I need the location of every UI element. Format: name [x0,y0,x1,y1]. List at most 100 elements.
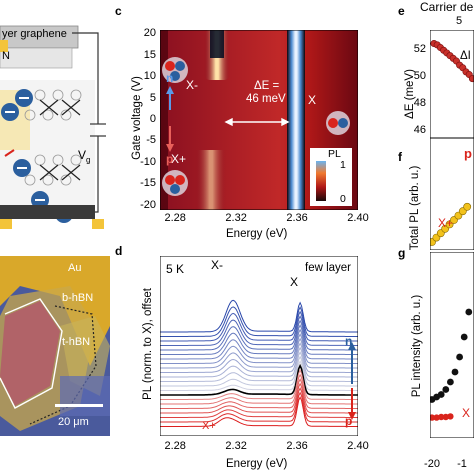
gate-circuit [72,32,106,213]
xplus-band [196,150,226,210]
xminus-dark [210,30,224,58]
panel-g-xplus-point [447,413,454,420]
panel-g-x-tick-0: -20 [424,458,440,470]
thbn-outline [29,305,97,425]
panel-c-y-tick-7: -15 [140,177,156,190]
panel-c-y-tick-0: 20 [143,27,156,40]
xplus-trion-icon [162,170,188,196]
device-schematic [0,0,110,240]
panel-g-x-point [447,378,454,386]
graphene-label: yer graphene [2,28,67,40]
panel-letter-c: c [115,4,122,18]
panel-e-y-tick-1: 50 [413,70,426,83]
panel-d-x-tick-1: 2.32 [225,440,247,452]
colorbar-gradient [316,161,326,201]
panel-c-xlabel: Energy (eV) [226,228,288,240]
panel-f-point [463,202,472,211]
panel-e-ylabel: ΔE (meV) [404,69,416,119]
colorbar-min: 0 [340,193,346,205]
spectrum-trace [160,337,358,369]
panel-g-x-tick-1: -1 [457,458,467,470]
panel-c-plot [160,30,358,210]
carrier-density-title: Carrier de [420,0,474,14]
panel-c-y-tick-2: 10 [143,70,156,83]
spectra-n-label: n [345,334,353,348]
spectrum-trace [160,377,358,409]
panel-c-y-tick-4: 0 [149,113,156,125]
x-band [287,30,305,210]
panel-g-xplus-point [438,413,445,421]
panel-g-x-point [437,391,445,398]
panel-e-y-tick-0: 52 [413,43,426,56]
panel-f-ylabel: Total PL (arb. u.) [409,165,421,251]
panel-c-x-tick-2: 2.36 [286,212,308,224]
panel-c-y-tick-6: -10 [140,155,156,168]
thbn-label: t-hBN [62,336,91,348]
layer-label: few layer [305,262,352,274]
panel-g-plot [430,252,474,438]
panel-letter-f: f [398,150,402,164]
panel-c-x-tick-3: 2.40 [347,212,369,224]
panel-e-y-tick-2: 48 [413,97,426,110]
panel-g-x-point [442,386,450,393]
bottom-au [0,219,12,229]
hbn-layer [0,47,73,69]
spectrum-trace [160,319,358,351]
n-label: n [166,71,174,85]
flake-region [0,301,60,406]
crossed-lines [39,99,81,181]
panel-f-p-label: p [464,146,472,161]
delta-e-arrow [224,117,290,127]
spectra-xplus-label: X+ [202,420,216,432]
panel-d-x-tick-0: 2.28 [164,440,186,452]
panel-g-x-point [465,308,473,316]
panel-e-plot [430,30,474,138]
spectrum-trace [160,368,358,400]
xminus-label: X- [186,78,198,92]
colorbar-max: 1 [340,159,346,171]
panel-f-xplus-label: X+ [438,216,454,230]
panel-g-x-label: X [462,406,471,420]
xminus-trion-icon [162,57,188,83]
panel-d-frame [160,256,358,436]
spectrum-trace [160,346,358,378]
xplus-label: X+ [171,152,187,166]
spectrum-trace [160,323,358,355]
hbn-label: N [2,50,10,62]
panel-d-xlabel: Energy (eV) [226,458,288,470]
panel-e-inset: ΔI [460,50,471,62]
spectrum-trace [160,350,358,382]
spectrum-trace [160,373,358,405]
spectra-x-label: X [290,275,299,289]
delta-e-label-2: 46 meV [246,93,286,105]
spectrum-trace [160,363,358,396]
panel-c-y-tick-1: 15 [143,48,156,61]
spectra-p-label: p [345,414,353,428]
spectrum-trace [160,391,358,423]
delta-e-label-1: ΔE = [254,80,280,92]
spectrum-trace [160,305,358,337]
panel-g-x-point [456,353,463,361]
panel-d-x-tick-3: 2.40 [347,440,369,452]
panel-letter-g: g [398,246,406,260]
x-exciton-icon [326,111,350,135]
panel-c-y-tick-5: -5 [146,134,156,147]
scalebar-label: 20 μm [58,416,89,428]
spectrum-trace [160,328,358,360]
p-label: p [166,152,174,166]
spectra-xminus-label: X- [211,258,223,272]
carrier-density-tick: 5 [456,15,463,27]
au-label: Au [68,262,82,274]
panel-c-x-tick-0: 2.28 [164,212,186,224]
spectrum-trace [160,341,358,373]
panel-f-plot [430,138,474,250]
spectrum-trace [160,395,358,427]
panel-g-x-point [460,333,468,341]
au-contact [0,40,8,52]
p-arrow [166,126,174,152]
optical-micrograph [0,256,110,436]
gate-voltage-label: Vg [78,148,91,165]
panel-letter-e: e [398,4,405,18]
spectrum-trace [160,382,358,414]
panel-d-ylabel: PL (norm. to X), offset [142,288,154,400]
